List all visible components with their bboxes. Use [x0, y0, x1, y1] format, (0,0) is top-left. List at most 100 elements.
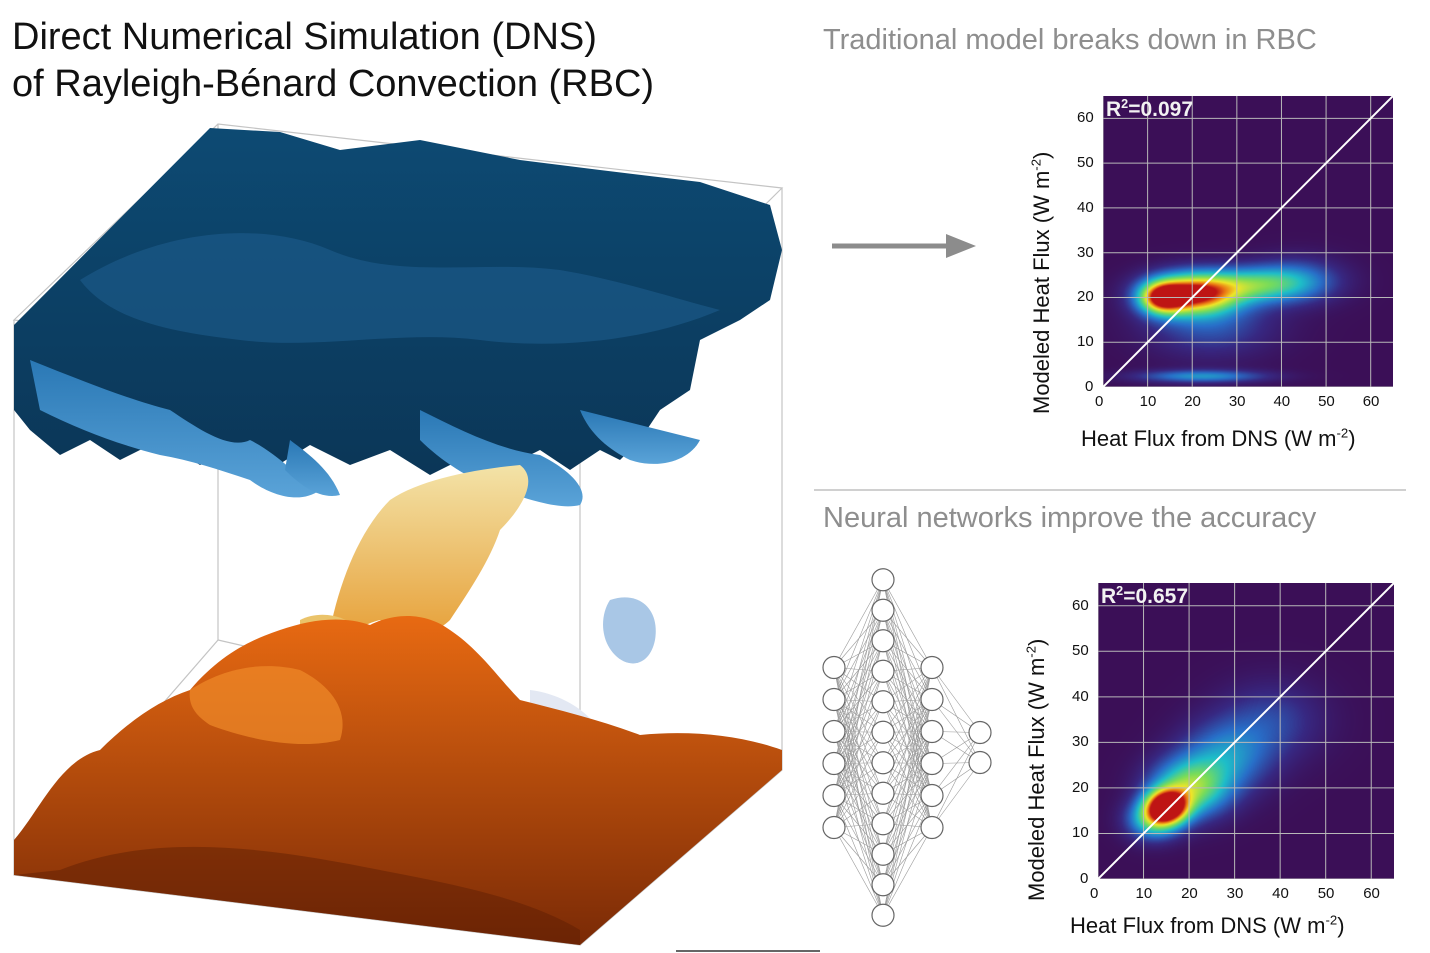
nn-connection — [882, 701, 933, 764]
one-to-one-line — [1098, 583, 1394, 879]
nn-node-layer1-4 — [871, 690, 895, 714]
one-to-one-line — [1103, 96, 1393, 387]
nn-node-layer0-2 — [822, 719, 846, 744]
nn-node-layer1-2 — [871, 629, 895, 653]
bottom-heatmap-overlay — [1098, 583, 1394, 879]
nn-connection — [931, 732, 981, 796]
nn-node-layer3-0 — [968, 720, 992, 745]
x-tick-label-6: 60 — [1362, 393, 1380, 410]
nn-connection — [833, 762, 884, 828]
top-ylabel-text: Modeled Heat Flux (W m — [1029, 170, 1054, 414]
y-tick-label-3: 30 — [1077, 243, 1094, 261]
nn-connection — [882, 762, 933, 828]
nn-connection — [882, 579, 933, 700]
x-tick-label-4: 40 — [1272, 885, 1289, 902]
nn-connection — [882, 795, 933, 916]
nn-connection — [882, 667, 933, 916]
y-tick-label-6: 60 — [1072, 596, 1089, 614]
nn-node-layer1-10 — [871, 873, 895, 897]
y-tick-label-4: 40 — [1077, 198, 1094, 216]
nn-connection — [882, 732, 933, 796]
x-tick-label-0: 0 — [1090, 885, 1099, 902]
top-ylabel-end: ) — [1029, 151, 1054, 159]
y-tick-label-2: 20 — [1072, 778, 1089, 796]
nn-connection — [833, 795, 884, 885]
x-tick-label-3: 30 — [1228, 393, 1246, 410]
nn-connection — [882, 732, 933, 828]
nn-node-layer2-1 — [920, 687, 944, 712]
nn-node-layer1-9 — [871, 842, 895, 866]
bottom-xlabel-text: Heat Flux from DNS (W m — [1070, 913, 1326, 938]
nn-connection — [833, 579, 884, 668]
nn-connection — [882, 640, 933, 732]
nn-connection — [833, 667, 884, 733]
nn-node-layer2-2 — [920, 719, 944, 744]
nn-connection — [882, 610, 933, 732]
nn-connection — [882, 671, 933, 796]
top-ylabel-exponent: -2 — [1028, 158, 1044, 171]
neural-network-diagram — [822, 568, 992, 927]
nn-node-layer2-0 — [920, 655, 944, 680]
x-tick-label-1: 10 — [1139, 393, 1157, 410]
y-tick-label-0: 0 — [1080, 870, 1089, 887]
x-tick-label-6: 60 — [1363, 885, 1380, 902]
x-tick-label-5: 50 — [1317, 885, 1335, 902]
nn-connection — [882, 701, 933, 796]
cold-plume-descending — [30, 360, 700, 507]
bottom-heatmap-chart: R2=0.657 0 10 20 30 40 50 60 0 10 20 30 40 50 60 Heat… — [1010, 575, 1410, 945]
bottom-xlabel-exponent: -2 — [1325, 912, 1338, 928]
nn-connection — [833, 699, 884, 794]
bottom-y-axis-label: Modeled Heat Flux (W m-2) — [1024, 639, 1050, 901]
top-heatmap-chart: R2=0.097 0 10 20 30 40 50 60 0 10 20 30 40 50 60 Heat… — [1015, 88, 1415, 458]
nn-connection — [882, 640, 933, 700]
nn-connection — [833, 763, 884, 855]
y-tick-label-1: 10 — [1072, 824, 1089, 842]
nn-connection — [931, 762, 981, 828]
panel-divider — [814, 489, 1406, 491]
nn-node-layer1-7 — [871, 781, 895, 805]
nn-node-layer1-6 — [871, 751, 895, 775]
nn-connection — [833, 667, 884, 794]
nn-node-layer2-5 — [920, 815, 944, 840]
nn-connection — [833, 699, 884, 824]
nn-connection — [882, 667, 933, 763]
nn-connection — [833, 795, 884, 855]
x-tick-label-2: 20 — [1184, 393, 1201, 410]
nn-node-layer1-0 — [871, 568, 895, 592]
nn-connection — [882, 701, 933, 828]
y-tick-label-5: 50 — [1072, 642, 1089, 660]
nn-connection — [882, 827, 933, 916]
bottom-ylabel-text: Modeled Heat Flux (W m — [1024, 657, 1049, 901]
nn-connection — [882, 610, 933, 668]
nn-node-layer1-5 — [871, 720, 895, 744]
hot-plume-base — [14, 615, 782, 945]
bottom-rule — [676, 950, 820, 952]
bottom-panel-heading: Neural networks improve the accuracy — [823, 502, 1317, 534]
nn-connection — [833, 579, 884, 828]
top-r2-annotation: R2=0.097 — [1106, 98, 1193, 122]
top-xlabel-end: ) — [1348, 426, 1356, 451]
nn-node-layer1-8 — [871, 812, 895, 836]
nn-node-layer1-3 — [871, 659, 895, 683]
bottom-r2-symbol: R — [1101, 585, 1117, 608]
y-tick-label-4: 40 — [1072, 687, 1089, 705]
nn-node-layer0-3 — [822, 751, 846, 776]
x-tick-label-3: 30 — [1226, 885, 1244, 902]
nn-connection — [931, 667, 981, 733]
y-tick-label-2: 20 — [1077, 288, 1094, 306]
top-xlabel-text: Heat Flux from DNS (W m — [1081, 426, 1337, 451]
nn-connection — [833, 731, 884, 855]
nn-connection — [931, 699, 981, 763]
y-tick-label-6: 60 — [1077, 109, 1094, 127]
nn-connection — [882, 671, 933, 764]
nn-connection — [833, 667, 884, 763]
top-heatmap-overlay — [1103, 96, 1393, 387]
nn-connection — [833, 827, 884, 916]
nn-connection — [931, 732, 981, 828]
x-tick-label-1: 10 — [1135, 885, 1153, 902]
nn-connection — [833, 701, 884, 828]
nn-connection — [833, 795, 884, 916]
right-arrow-icon — [832, 234, 976, 258]
nn-connection — [882, 667, 933, 794]
top-r2-value: =0.097 — [1128, 98, 1194, 121]
